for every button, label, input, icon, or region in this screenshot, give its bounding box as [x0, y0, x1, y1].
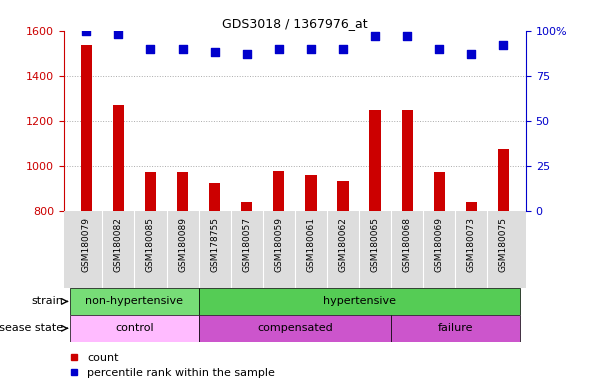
- Point: [274, 46, 284, 52]
- Text: disease state: disease state: [0, 323, 63, 333]
- Text: GSM180082: GSM180082: [114, 217, 123, 272]
- Bar: [71, 315, 199, 342]
- Text: control: control: [115, 323, 154, 333]
- Text: GSM180079: GSM180079: [82, 217, 91, 272]
- Bar: [337, 181, 348, 384]
- Text: strain: strain: [32, 296, 63, 306]
- Text: GSM180065: GSM180065: [371, 217, 379, 272]
- Text: GSM180069: GSM180069: [435, 217, 444, 272]
- Text: hypertensive: hypertensive: [323, 296, 396, 306]
- Point: [178, 46, 187, 52]
- Point: [210, 49, 219, 55]
- Point: [338, 46, 348, 52]
- Text: non-hypertensive: non-hypertensive: [86, 296, 184, 306]
- Text: GSM180073: GSM180073: [467, 217, 476, 272]
- Point: [81, 28, 91, 34]
- Bar: [305, 175, 317, 384]
- Bar: [273, 170, 285, 384]
- Point: [499, 42, 508, 48]
- Bar: [391, 315, 519, 342]
- Text: GSM180075: GSM180075: [499, 217, 508, 272]
- Text: GSM178755: GSM178755: [210, 217, 219, 272]
- Bar: [199, 315, 391, 342]
- Point: [306, 46, 316, 52]
- Point: [402, 33, 412, 39]
- Text: GSM180057: GSM180057: [242, 217, 251, 272]
- Bar: [177, 172, 188, 384]
- Point: [370, 33, 380, 39]
- Bar: [434, 172, 445, 384]
- Bar: [401, 110, 413, 384]
- Text: GSM180062: GSM180062: [339, 217, 348, 272]
- Bar: [145, 172, 156, 384]
- Bar: [498, 149, 509, 384]
- Bar: [199, 288, 519, 315]
- Text: GSM180059: GSM180059: [274, 217, 283, 272]
- Title: GDS3018 / 1367976_at: GDS3018 / 1367976_at: [222, 17, 368, 30]
- Bar: [71, 288, 199, 315]
- Bar: [241, 202, 252, 384]
- Point: [242, 51, 252, 57]
- Bar: [112, 105, 124, 384]
- Text: compensated: compensated: [257, 323, 333, 333]
- Legend: count, percentile rank within the sample: count, percentile rank within the sample: [69, 353, 275, 379]
- Text: GSM180068: GSM180068: [402, 217, 412, 272]
- Bar: [370, 110, 381, 384]
- Point: [466, 51, 476, 57]
- Text: GSM180085: GSM180085: [146, 217, 155, 272]
- Bar: [466, 202, 477, 384]
- Point: [434, 46, 444, 52]
- Point: [145, 46, 155, 52]
- Text: failure: failure: [438, 323, 473, 333]
- Text: GSM180061: GSM180061: [306, 217, 316, 272]
- Point: [114, 31, 123, 37]
- Bar: [209, 183, 220, 384]
- Bar: [81, 45, 92, 384]
- Text: GSM180089: GSM180089: [178, 217, 187, 272]
